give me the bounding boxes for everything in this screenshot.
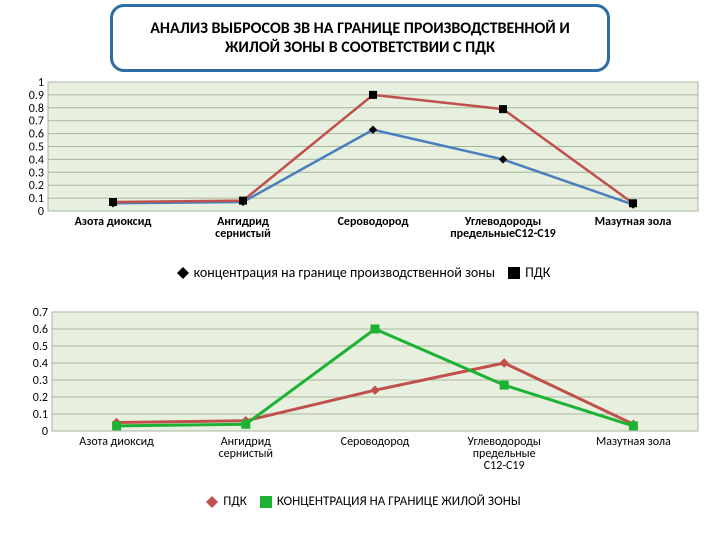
svg-text:Азота диоксид: Азота диоксид (79, 435, 154, 449)
svg-text:0.6: 0.6 (33, 323, 48, 337)
legend-item: ПДК (507, 264, 550, 281)
svg-text:0.8: 0.8 (29, 102, 44, 116)
svg-text:предельныеС12-С19: предельныеС12-С19 (450, 227, 556, 241)
svg-text:0.1: 0.1 (29, 192, 44, 206)
svg-text:0.3: 0.3 (33, 374, 48, 388)
svg-text:Азота диоксид: Азота диоксид (75, 215, 152, 229)
svg-text:1: 1 (38, 78, 44, 90)
svg-text:0.3: 0.3 (29, 166, 44, 180)
legend-label: ПДК (223, 494, 247, 509)
legend-label: ПДК (525, 264, 550, 281)
svg-text:0.2: 0.2 (33, 391, 48, 405)
chart-bottom-legend: ПДК КОНЦЕНТРАЦИЯ НА ГРАНИЦЕ ЖИЛОЙ ЗОНЫ (18, 494, 708, 514)
svg-text:0.4: 0.4 (33, 357, 48, 371)
svg-text:0.6: 0.6 (29, 128, 44, 142)
svg-text:0.2: 0.2 (29, 179, 44, 193)
svg-text:сернистый: сернистый (215, 227, 271, 241)
legend-label: КОНЦЕНТРАЦИЯ НА ГРАНИЦЕ ЖИЛОЙ ЗОНЫ (277, 494, 521, 509)
legend-label: концентрация на границе производственной… (194, 264, 496, 281)
svg-text:0.4: 0.4 (29, 153, 44, 167)
chart-top-legend: концентрация на границе производственной… (18, 264, 708, 285)
svg-text:Мазутная зола: Мазутная зола (596, 435, 671, 449)
legend-item: ПДК (205, 494, 247, 509)
chart-top: 00.10.20.30.40.50.60.70.80.91 Азота диокс… (18, 78, 708, 285)
svg-text:0.5: 0.5 (33, 340, 48, 354)
svg-text:0: 0 (42, 425, 48, 439)
chart-bottom: 00.10.20.30.40.50.60.7Азота диоксидАнгид… (18, 308, 708, 514)
svg-text:Сероводород: Сероводород (338, 215, 409, 229)
legend-item: КОНЦЕНТРАЦИЯ НА ГРАНИЦЕ ЖИЛОЙ ЗОНЫ (259, 494, 521, 509)
svg-text:0.7: 0.7 (33, 308, 48, 320)
svg-text:С12-С19: С12-С19 (484, 459, 525, 473)
chart-top-svg: 00.10.20.30.40.50.60.70.80.91 Азота диокс… (18, 78, 708, 253)
page-title: АНАЛИЗ ВЫБРОСОВ ЗВ НА ГРАНИЦЕ ПРОИЗВОДСТ… (123, 19, 597, 57)
svg-text:0: 0 (38, 205, 44, 219)
legend-item: концентрация на границе производственной… (176, 264, 496, 281)
svg-text:Мазутная зола: Мазутная зола (595, 215, 672, 229)
svg-text:0.7: 0.7 (29, 115, 44, 129)
svg-text:0.5: 0.5 (29, 141, 44, 155)
svg-text:сернистый: сернистый (219, 447, 273, 461)
chart-bottom-svg: 00.10.20.30.40.50.60.7Азота диоксидАнгид… (18, 308, 708, 483)
page: АНАЛИЗ ВЫБРОСОВ ЗВ НА ГРАНИЦЕ ПРОИЗВОДСТ… (0, 0, 720, 540)
svg-text:Сероводород: Сероводород (341, 435, 410, 449)
title-box: АНАЛИЗ ВЫБРОСОВ ЗВ НА ГРАНИЦЕ ПРОИЗВОДСТ… (110, 4, 610, 72)
svg-text:0.9: 0.9 (29, 89, 44, 103)
svg-text:0.1: 0.1 (33, 408, 48, 422)
